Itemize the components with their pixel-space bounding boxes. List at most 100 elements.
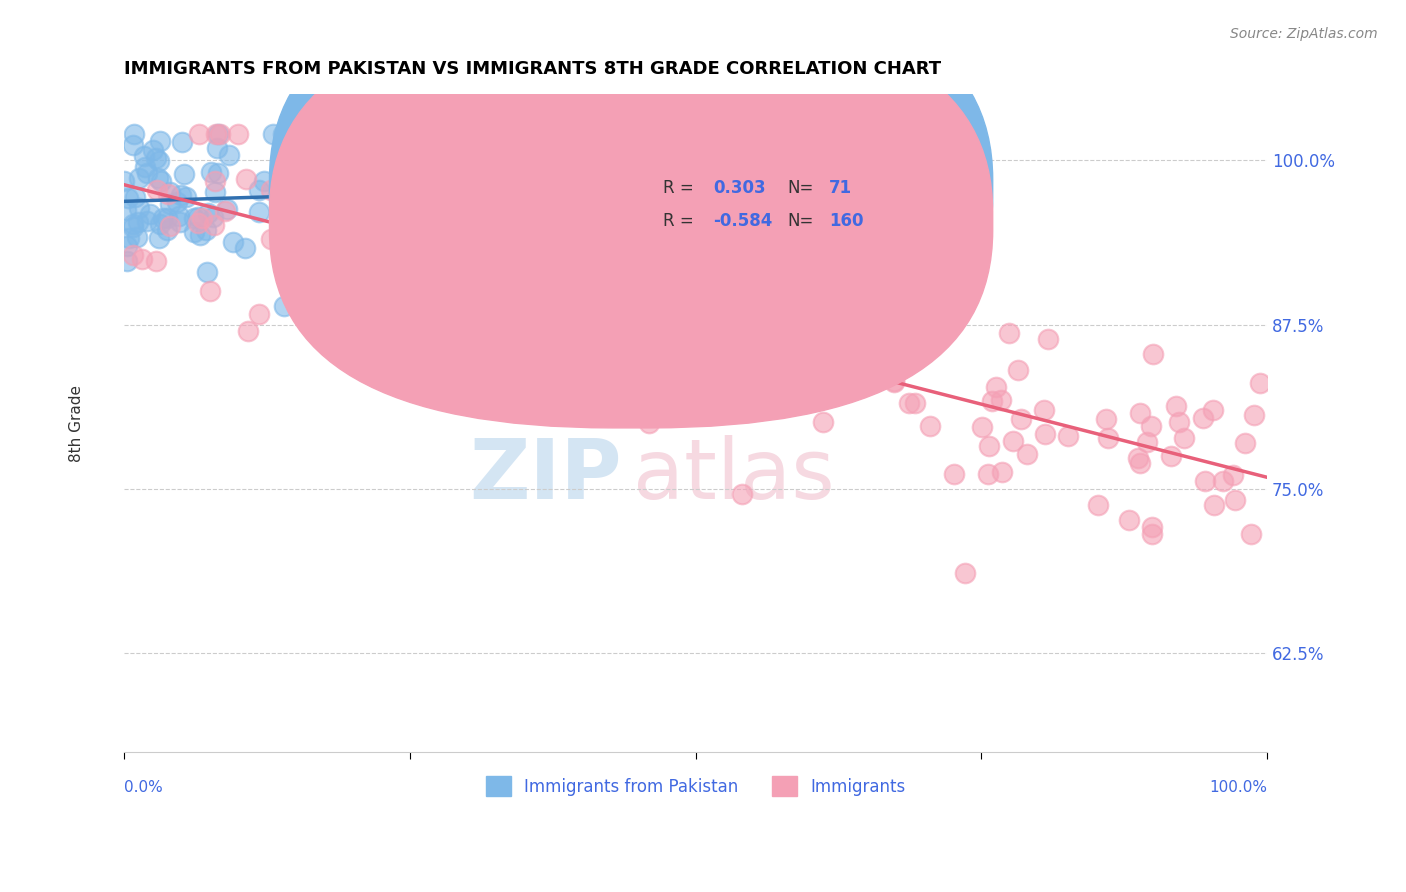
Point	[986, 380, 1008, 394]
Point	[499, 131, 522, 145]
Text: ZIP: ZIP	[468, 435, 621, 516]
Point	[815, 380, 838, 394]
Point	[1087, 498, 1109, 512]
Point	[537, 270, 560, 285]
Point	[146, 170, 169, 185]
Point	[813, 415, 835, 429]
Point	[891, 321, 914, 335]
Point	[200, 165, 222, 179]
FancyBboxPatch shape	[270, 0, 993, 395]
Point	[859, 362, 882, 376]
Point	[1249, 376, 1271, 390]
Point	[637, 416, 659, 430]
Point	[235, 172, 257, 186]
Point	[363, 166, 385, 180]
Point	[233, 241, 256, 255]
Point	[429, 174, 451, 188]
Point	[1129, 406, 1152, 420]
Point	[616, 399, 638, 413]
Point	[592, 408, 614, 422]
Point	[1225, 492, 1247, 507]
Point	[273, 299, 295, 313]
Point	[471, 339, 494, 353]
Point	[247, 183, 270, 197]
Point	[1140, 519, 1163, 533]
Point	[419, 227, 441, 241]
Point	[387, 338, 409, 352]
Point	[883, 375, 905, 389]
Point	[616, 388, 638, 402]
Point	[247, 307, 270, 321]
Point	[1142, 526, 1164, 541]
Point	[136, 166, 159, 180]
Point	[149, 217, 172, 231]
Point	[138, 207, 160, 221]
Point	[512, 251, 534, 265]
Point	[903, 396, 925, 410]
Point	[124, 190, 146, 204]
Point	[195, 265, 218, 279]
Point	[328, 195, 350, 210]
Point	[645, 221, 668, 235]
Point	[696, 402, 718, 417]
Text: IMMIGRANTS FROM PAKISTAN VS IMMIGRANTS 8TH GRADE CORRELATION CHART: IMMIGRANTS FROM PAKISTAN VS IMMIGRANTS 8…	[124, 60, 942, 78]
Point	[283, 256, 305, 270]
Point	[1032, 403, 1054, 417]
FancyBboxPatch shape	[270, 15, 993, 428]
Point	[426, 214, 449, 228]
Point	[156, 223, 179, 237]
Point	[776, 387, 799, 401]
Point	[672, 273, 695, 287]
Point	[353, 190, 375, 204]
Point	[581, 314, 603, 328]
Text: atlas: atlas	[633, 435, 835, 516]
Point	[432, 272, 454, 286]
Point	[354, 194, 377, 209]
Text: -0.584: -0.584	[713, 212, 772, 230]
Point	[392, 345, 415, 359]
Text: R =: R =	[662, 212, 693, 230]
Point	[467, 260, 489, 275]
Point	[202, 210, 225, 224]
Point	[636, 290, 658, 304]
Point	[188, 227, 211, 242]
Point	[1036, 332, 1059, 346]
Point	[149, 173, 172, 187]
Point	[215, 202, 238, 217]
Point	[953, 566, 976, 580]
Point	[292, 197, 315, 211]
Point	[194, 223, 217, 237]
Point	[299, 302, 322, 317]
Point	[692, 267, 714, 281]
Point	[299, 242, 322, 256]
Point	[866, 359, 889, 373]
Point	[127, 230, 149, 244]
Point	[1118, 513, 1140, 527]
Point	[429, 209, 451, 223]
FancyBboxPatch shape	[588, 157, 912, 245]
Point	[571, 325, 593, 339]
Point	[1166, 400, 1188, 414]
Point	[128, 170, 150, 185]
Point	[118, 230, 141, 244]
Point	[728, 318, 751, 333]
Point	[131, 252, 153, 266]
Point	[152, 211, 174, 226]
Point	[326, 204, 349, 219]
Point	[1212, 474, 1234, 488]
Text: R =: R =	[662, 179, 693, 197]
Point	[645, 262, 668, 277]
Point	[183, 225, 205, 239]
Point	[122, 248, 145, 262]
Point	[117, 191, 139, 205]
Point	[415, 149, 437, 163]
Point	[596, 346, 619, 360]
Point	[1015, 447, 1038, 461]
Point	[173, 167, 195, 181]
Point	[648, 299, 671, 313]
Point	[156, 211, 179, 225]
Point	[1056, 429, 1078, 443]
Point	[170, 187, 193, 202]
Point	[157, 187, 180, 202]
Point	[447, 309, 470, 323]
